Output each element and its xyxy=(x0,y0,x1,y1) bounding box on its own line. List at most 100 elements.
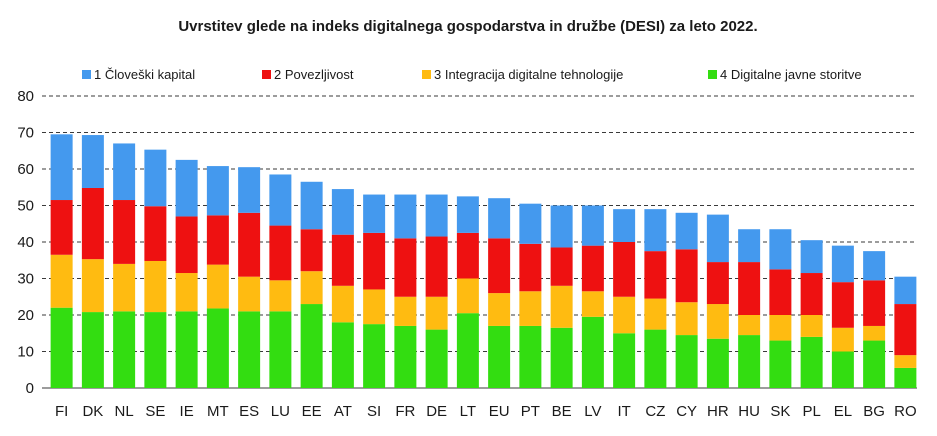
x-tick-label: EE xyxy=(302,403,322,420)
bar-segment-series-4 xyxy=(706,214,729,263)
bar-segment-series-4 xyxy=(144,149,167,207)
bar-segment-series-1 xyxy=(894,367,917,388)
chart-legend: 1 Človeški kapital 2 Povezljivost 3 Integr… xyxy=(82,67,862,82)
bar-segment-series-1 xyxy=(738,335,761,388)
bar-segment-series-1 xyxy=(863,340,886,388)
bar-segment-series-4 xyxy=(50,134,73,201)
x-tick-label: IT xyxy=(617,403,630,420)
bar-segment-series-2 xyxy=(738,315,761,336)
bar-segment-series-4 xyxy=(238,167,261,213)
bar-segment-series-2 xyxy=(581,291,604,317)
bar-segment-series-3 xyxy=(831,282,854,328)
bar-segment-series-1 xyxy=(613,333,636,388)
bar-segment-series-4 xyxy=(81,135,104,188)
bar-segment-series-4 xyxy=(300,181,323,230)
x-tick-label: EU xyxy=(489,403,510,420)
bar-segment-series-2 xyxy=(394,296,417,326)
y-tick-label: 40 xyxy=(17,234,34,251)
bar-segment-series-4 xyxy=(675,212,698,250)
bar-segment-series-4 xyxy=(863,251,886,281)
bar-segment-series-4 xyxy=(269,174,292,226)
bar-segment-series-2 xyxy=(331,285,354,323)
bar-segment-series-3 xyxy=(81,187,104,260)
x-tick-label: BE xyxy=(552,403,572,420)
bar-segment-series-2 xyxy=(113,263,136,312)
bar-segment-series-1 xyxy=(456,313,479,388)
bar-segment-series-4 xyxy=(113,143,136,201)
bar-segment-series-2 xyxy=(769,315,792,341)
bar-segment-series-3 xyxy=(300,229,323,272)
bar-stack-ee xyxy=(300,181,323,388)
x-tick-label: FR xyxy=(395,403,415,420)
bar-segment-series-3 xyxy=(769,269,792,315)
bar-stack-lt xyxy=(456,196,479,388)
bar-segment-series-4 xyxy=(519,203,542,244)
bar-segment-series-2 xyxy=(519,291,542,326)
bar-segment-series-1 xyxy=(488,325,511,388)
bar-segment-series-2 xyxy=(144,260,167,313)
bar-stack-cy xyxy=(675,212,698,388)
bar-segment-series-1 xyxy=(800,336,823,388)
x-tick-label: LU xyxy=(271,403,290,420)
y-axis-ticks: 0 10 20 30 40 50 60 70 80 xyxy=(17,88,34,397)
bar-segment-series-3 xyxy=(800,273,823,315)
bar-stack-hr xyxy=(706,214,729,388)
bar-segment-series-1 xyxy=(144,312,167,388)
x-tick-label: SI xyxy=(367,403,381,420)
bar-stack-si xyxy=(363,194,386,388)
bar-segment-series-4 xyxy=(831,245,854,283)
x-tick-label: EL xyxy=(834,403,852,420)
bar-stack-se xyxy=(144,149,167,388)
bar-segment-series-3 xyxy=(50,200,73,255)
bar-stack-fr xyxy=(394,194,417,388)
bar-stack-de xyxy=(425,194,448,388)
x-tick-label: CY xyxy=(676,403,697,420)
legend-swatch xyxy=(262,70,271,79)
bar-segment-series-2 xyxy=(363,289,386,325)
x-tick-label: RO xyxy=(894,403,917,420)
bar-segment-series-2 xyxy=(644,298,667,330)
bar-segment-series-4 xyxy=(644,209,667,252)
bar-segment-series-3 xyxy=(738,262,761,315)
bar-stack-lv xyxy=(581,205,604,388)
bar-segment-series-1 xyxy=(300,304,323,388)
bar-segment-series-1 xyxy=(175,311,198,388)
bar-segment-series-3 xyxy=(331,234,354,286)
bar-segment-series-4 xyxy=(331,189,354,235)
bar-stack-bg xyxy=(863,251,886,388)
bar-segment-series-4 xyxy=(394,194,417,239)
x-tick-label: DE xyxy=(426,403,447,420)
x-tick-label: SK xyxy=(770,403,790,420)
bar-segment-series-1 xyxy=(425,329,448,388)
bar-segment-series-2 xyxy=(175,273,198,312)
bar-segment-series-2 xyxy=(269,280,292,312)
bar-segment-series-3 xyxy=(363,232,386,290)
bar-segment-series-3 xyxy=(644,251,667,299)
bar-segment-series-4 xyxy=(800,240,823,274)
x-tick-label: SE xyxy=(145,403,165,420)
bar-stack-sk xyxy=(769,229,792,388)
bar-segment-series-3 xyxy=(675,249,698,303)
bar-segment-series-3 xyxy=(894,304,917,356)
bar-stack-lu xyxy=(269,174,292,388)
y-tick-label: 50 xyxy=(17,198,34,215)
bar-segment-series-1 xyxy=(238,311,261,388)
bar-segment-series-4 xyxy=(456,196,479,233)
bar-segment-series-4 xyxy=(206,166,229,216)
bar-segment-series-1 xyxy=(644,329,667,388)
x-tick-label: IE xyxy=(180,403,194,420)
x-tick-label: BG xyxy=(863,403,885,420)
y-tick-label: 0 xyxy=(26,380,34,397)
bar-stack-es xyxy=(238,167,261,388)
x-tick-label: CZ xyxy=(645,403,665,420)
bar-stack-pt xyxy=(519,203,542,388)
bar-stack-mt xyxy=(206,166,229,388)
legend-swatch xyxy=(82,70,91,79)
x-tick-label: NL xyxy=(115,403,134,420)
bar-segment-series-4 xyxy=(488,198,511,239)
bar-segment-series-2 xyxy=(456,278,479,314)
bar-stack-hu xyxy=(738,229,761,388)
legend-swatch xyxy=(708,70,717,79)
bars xyxy=(50,134,917,388)
